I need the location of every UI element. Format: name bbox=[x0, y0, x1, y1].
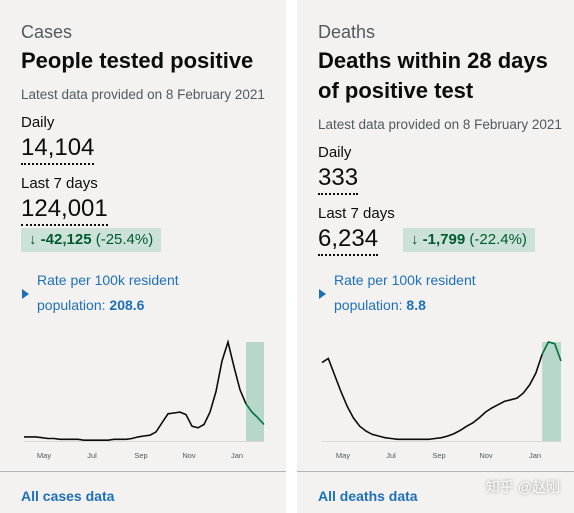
deaths-daily-value[interactable]: 333 bbox=[318, 164, 359, 195]
deaths-title-line1: Deaths within 28 days bbox=[318, 48, 548, 73]
cases-rate-line1: Rate per 100k resident bbox=[37, 272, 179, 288]
deaths-latest-line bbox=[541, 341, 562, 362]
cases-tick-jan: Jan bbox=[231, 451, 243, 460]
cases-daily-label: Daily bbox=[21, 114, 55, 131]
triangle-right-icon[interactable] bbox=[319, 289, 326, 299]
deaths-week-value[interactable]: 6,234 bbox=[318, 225, 379, 256]
triangle-right-icon[interactable] bbox=[22, 289, 29, 299]
cases-week-label: Last 7 days bbox=[21, 175, 98, 192]
cases-change-pct: (-25.4%) bbox=[95, 231, 154, 248]
cases-trend-chart: May Jul Sep Nov Jan bbox=[24, 339, 265, 460]
deaths-trend-chart: May Jul Sep Nov Jan bbox=[321, 341, 562, 460]
deaths-updated: Latest data provided on 8 February 2021 bbox=[318, 117, 562, 132]
deaths-caption: Deaths bbox=[318, 22, 376, 42]
cases-change-badge: ↓ -42,125 (-25.4%) bbox=[21, 228, 162, 252]
deaths-rate-line1: Rate per 100k resident bbox=[334, 272, 476, 288]
cases-rate-toggle[interactable]: Rate per 100k resident population: 208.6 bbox=[37, 268, 179, 318]
cases-rate-value: 208.6 bbox=[109, 297, 145, 313]
deaths-title-line2: of positive test bbox=[318, 78, 474, 103]
deaths-daily-label: Daily bbox=[318, 144, 352, 161]
cases-latest-band bbox=[246, 342, 264, 441]
deaths-change-pct: (-22.4%) bbox=[469, 231, 527, 248]
deaths-tick-sep: Sep bbox=[432, 451, 445, 460]
cases-card: Cases People tested positive Latest data… bbox=[0, 0, 286, 513]
cases-week-value[interactable]: 124,001 bbox=[21, 195, 108, 226]
deaths-change-value: -1,799 bbox=[422, 231, 466, 248]
cases-series-line bbox=[24, 339, 247, 441]
cases-tick-may: May bbox=[37, 451, 51, 460]
deaths-divider bbox=[297, 471, 574, 472]
cases-latest-line bbox=[245, 403, 265, 426]
cases-daily-value[interactable]: 14,104 bbox=[21, 134, 95, 165]
cases-caption: Cases bbox=[21, 22, 73, 42]
cases-tick-nov: Nov bbox=[182, 451, 196, 460]
deaths-change-badge: ↓ -1,799 (-22.4%) bbox=[403, 228, 535, 252]
deaths-rate-line2: population: bbox=[334, 297, 403, 313]
all-deaths-link[interactable]: All deaths data bbox=[318, 488, 418, 504]
deaths-tick-jan: Jan bbox=[529, 451, 541, 460]
arrow-down-icon: ↓ bbox=[411, 231, 419, 248]
watermark: 知乎 @赵刚 bbox=[485, 479, 560, 495]
cases-change-value: -42,125 bbox=[40, 231, 92, 248]
cases-rate-line2: population: bbox=[37, 297, 106, 313]
deaths-rate-value: 8.8 bbox=[406, 297, 426, 313]
deaths-rate-toggle[interactable]: Rate per 100k resident population: 8.8 bbox=[334, 268, 476, 318]
deaths-latest-band bbox=[542, 342, 561, 441]
cases-tick-sep: Sep bbox=[134, 451, 147, 460]
deaths-title: Deaths within 28 days of positive test bbox=[318, 46, 548, 106]
arrow-down-icon: ↓ bbox=[29, 231, 37, 248]
cases-divider bbox=[0, 471, 286, 472]
cases-title: People tested positive bbox=[21, 48, 254, 73]
deaths-series-line bbox=[321, 354, 543, 441]
deaths-tick-jul: Jul bbox=[386, 451, 396, 460]
deaths-week-label: Last 7 days bbox=[318, 205, 395, 222]
cases-updated: Latest data provided on 8 February 2021 bbox=[21, 87, 265, 102]
deaths-tick-nov: Nov bbox=[479, 451, 493, 460]
deaths-card: Deaths Deaths within 28 days of positive… bbox=[297, 0, 574, 513]
all-cases-link[interactable]: All cases data bbox=[21, 488, 115, 504]
deaths-tick-may: May bbox=[336, 451, 350, 460]
cases-tick-jul: Jul bbox=[87, 451, 97, 460]
